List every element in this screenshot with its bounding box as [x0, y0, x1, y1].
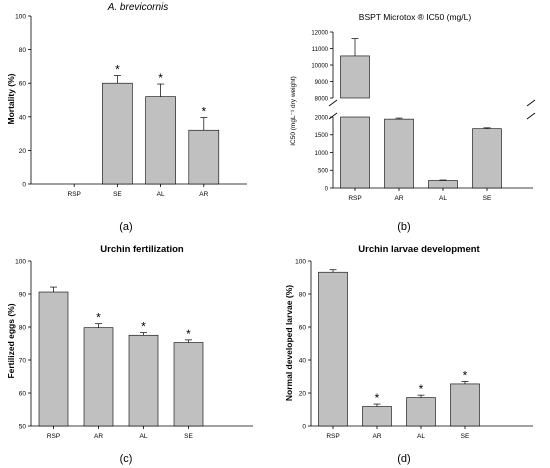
panel-d-plot: 0 20 40 60 80 100 RSP * AR * AL * SE: [295, 259, 533, 440]
bar: [362, 406, 392, 427]
bar: [83, 327, 114, 427]
y-tick-label: 80: [299, 292, 307, 299]
x-tick-label: AR: [94, 433, 103, 440]
y-tick-label: 8000: [315, 96, 329, 102]
y-tick-label: 20: [299, 391, 307, 398]
y-tick-label: 20: [19, 148, 27, 155]
y-tick-label: 1000: [315, 151, 329, 157]
significance-marker: *: [375, 391, 380, 405]
significance-marker: *: [419, 382, 424, 396]
significance-marker: *: [463, 368, 468, 382]
x-tick-label: AL: [417, 433, 425, 440]
bar: [318, 271, 348, 427]
bar: [428, 180, 458, 189]
x-axis-break-mark: [526, 112, 536, 120]
significance-marker: *: [96, 311, 101, 325]
significance-marker: *: [201, 105, 206, 119]
y-tick-label: 100: [15, 14, 26, 21]
panel-a: A. brevicornis Mortality (%) 0 20 40 60 80 10…: [6, 2, 247, 233]
panel-b-title: BSPT Microtox ® IC50 (mg/L): [359, 12, 472, 22]
y-axis-break-mark: [328, 112, 338, 120]
bar: [188, 129, 220, 185]
y-tick-label: 60: [19, 391, 27, 398]
y-tick-label: 0: [302, 424, 306, 431]
bar: [384, 118, 414, 189]
x-tick-label: RSP: [326, 433, 339, 440]
x-tick-label: SE: [461, 433, 470, 440]
x-tick-label: AR: [199, 191, 208, 198]
panel-a-title: A. brevicornis: [107, 2, 169, 13]
panel-c-title: Urchin fertilization: [100, 244, 184, 255]
bar: [102, 82, 133, 185]
bar-upper-segment: [340, 55, 370, 99]
panel-c: Urchin fertilization Fertilized eggs (%)…: [6, 244, 253, 465]
y-tick-label: 40: [299, 358, 307, 365]
y-axis-break-mark: [328, 99, 338, 107]
x-tick-label: AR: [372, 433, 381, 440]
y-tick-label: 0: [22, 182, 26, 189]
significance-marker: *: [115, 63, 120, 77]
bar: [406, 397, 436, 427]
panel-c-ylabel: Fertilized eggs (%): [6, 303, 16, 378]
y-tick-label: 100: [295, 259, 306, 266]
panel-a-plot: 0 20 40 60 80 100 RSP * SE * AL * AR: [15, 14, 247, 198]
panel-c-label: (c): [120, 453, 133, 465]
bar: [128, 334, 159, 427]
panel-c-plot: 50 60 70 80 90 100 RSP * AR * AL * SE: [15, 259, 253, 440]
y-tick-label: 1500: [315, 133, 329, 139]
x-tick-label: RSP: [47, 433, 60, 440]
y-tick-label: 50: [19, 424, 27, 431]
panel-a-label: (a): [119, 221, 132, 233]
x-tick-label: SE: [113, 191, 122, 198]
x-tick-label: AL: [140, 433, 148, 440]
x-tick-label: RSP: [68, 191, 81, 198]
y-tick-label: 90: [19, 292, 27, 299]
panel-b-plot: 0 500 1000 1500 2000 8000 9000 10000 11000 12000 R…: [311, 30, 536, 202]
y-tick-label: 40: [19, 114, 27, 121]
panel-d-title: Urchin larvae development: [358, 244, 480, 255]
y-tick-label: 12000: [311, 30, 328, 36]
y-tick-label: 80: [19, 47, 27, 54]
x-axis-break-mark: [526, 99, 536, 107]
significance-marker: *: [141, 320, 146, 334]
x-tick-label: SE: [483, 195, 492, 202]
y-tick-label: 0: [325, 186, 329, 192]
y-tick-label: 9000: [315, 80, 329, 86]
bar-lower-segment: [340, 116, 370, 189]
bar: [145, 96, 176, 185]
panel-b-ylabel: IC50 (mgL⁻¹ dry weight): [290, 76, 297, 146]
y-tick-label: 60: [19, 81, 27, 88]
bar: [472, 128, 502, 189]
y-tick-label: 2000: [315, 115, 329, 121]
y-tick-label: 10000: [311, 63, 328, 69]
x-tick-label: AL: [439, 195, 447, 202]
y-tick-label: 100: [15, 259, 26, 266]
significance-marker: *: [158, 71, 163, 85]
panel-b: BSPT Microtox ® IC50 (mg/L) IC50 (mgL⁻¹ …: [290, 12, 536, 233]
panel-d-label: (d): [397, 453, 410, 465]
x-tick-label: SE: [184, 433, 193, 440]
panel-d: Urchin larvae development Normal develop…: [284, 244, 533, 465]
panel-d-ylabel: Normal developed larvae (%): [284, 285, 294, 401]
y-tick-label: 60: [299, 325, 307, 332]
y-tick-label: 11000: [312, 47, 329, 53]
x-tick-label: AR: [394, 195, 403, 202]
y-tick-label: 500: [318, 169, 329, 175]
y-tick-label: 80: [19, 325, 27, 332]
x-tick-label: RSP: [348, 195, 361, 202]
panel-a-ylabel: Mortality (%): [6, 73, 16, 124]
x-tick-label: AL: [157, 191, 165, 198]
bar: [173, 342, 204, 427]
panel-b-label: (b): [397, 221, 410, 233]
bar: [450, 383, 480, 427]
bar: [38, 291, 69, 427]
significance-marker: *: [186, 327, 191, 341]
y-tick-label: 70: [19, 358, 27, 365]
